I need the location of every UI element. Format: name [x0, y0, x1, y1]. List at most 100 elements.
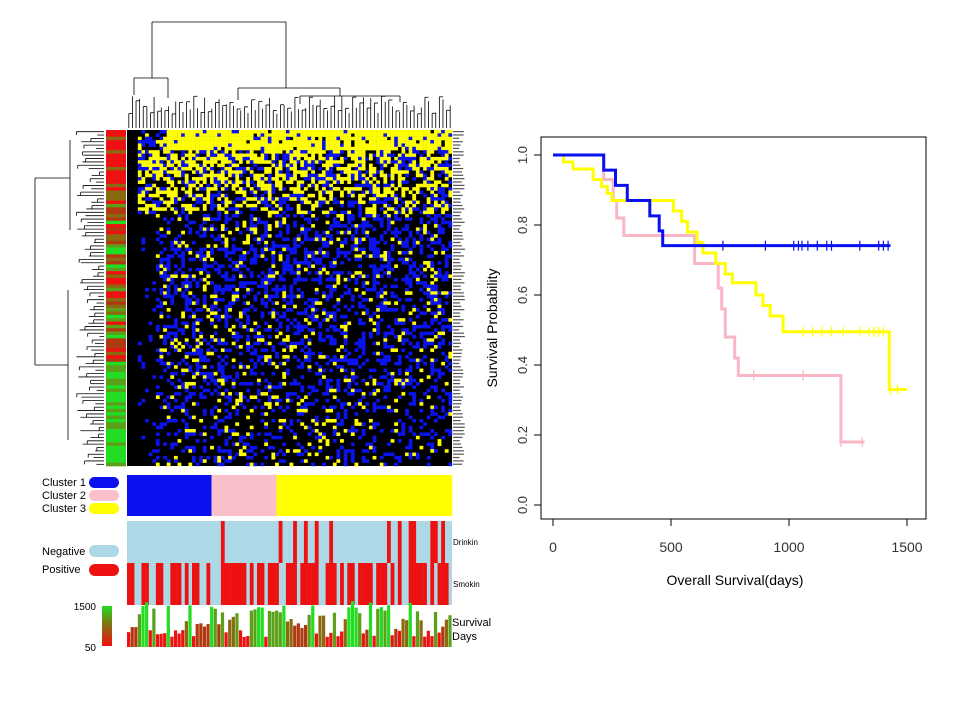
heatmap-cell [372, 203, 377, 208]
heatmap-cell [318, 445, 323, 450]
heatmap-cell [433, 133, 438, 137]
heatmap-cell [303, 261, 308, 265]
heatmap-cell [267, 180, 272, 184]
heatmap-cell [184, 190, 189, 195]
heatmap-cell [394, 455, 399, 460]
heatmap-cell [448, 224, 453, 228]
heatmap-cell [423, 355, 427, 359]
heatmap-cell [419, 234, 424, 238]
row-annotation-cell [106, 133, 126, 138]
heatmap-cell [238, 170, 243, 174]
heatmap-cell [145, 166, 149, 171]
heatmap-cell [361, 224, 366, 228]
heatmap-cell [441, 170, 445, 174]
heatmap-cell [441, 210, 445, 215]
heatmap-cell [199, 355, 204, 359]
heatmap-cell [152, 449, 157, 453]
heatmap-cell [271, 210, 276, 215]
heatmap-cell [220, 156, 225, 161]
heatmap-cell [419, 331, 424, 336]
survival-days-bar [289, 619, 293, 647]
heatmap-cell [379, 308, 384, 312]
heatmap-cell [213, 405, 218, 410]
survival-days-bar [444, 619, 448, 647]
heatmap-cell [192, 203, 196, 208]
heatmap-cell [314, 160, 319, 164]
row-label [453, 423, 465, 425]
heatmap-cell [238, 398, 243, 403]
heatmap-cell [361, 338, 366, 342]
heatmap-cell [332, 358, 337, 363]
heatmap-cell [332, 140, 337, 144]
heatmap-cell [181, 210, 185, 215]
heatmap-cell [296, 365, 301, 369]
km-y-tick-label: 1.0 [515, 146, 530, 164]
heatmap-cell [372, 425, 377, 430]
heatmap-cell [220, 224, 225, 228]
heatmap-cell [441, 203, 445, 208]
heatmap-cell [325, 166, 330, 171]
heatmap-cell [437, 203, 442, 208]
heatmap-cell [166, 140, 171, 144]
heatmap-cell [415, 382, 420, 386]
heatmap-cell [249, 328, 254, 332]
heatmap-cell [195, 402, 200, 406]
heatmap-cell [329, 324, 334, 329]
heatmap-cell [426, 150, 431, 154]
heatmap-cell [405, 203, 409, 208]
heatmap-cell [336, 358, 341, 363]
heatmap-cell [329, 294, 334, 299]
heatmap-cell [376, 398, 380, 403]
heatmap-cell [278, 146, 283, 151]
heatmap-cell [383, 331, 388, 336]
heatmap-cell [249, 156, 254, 161]
heatmap-cell [257, 200, 261, 205]
heatmap-cell [249, 304, 254, 309]
heatmap-cell [394, 334, 399, 339]
heatmap-cell [235, 412, 240, 416]
heatmap-cell [188, 365, 193, 369]
heatmap-cell [343, 331, 348, 336]
heatmap-cell [415, 146, 420, 151]
heatmap-cell [361, 395, 366, 399]
heatmap-cell [419, 153, 424, 158]
heatmap-cell [350, 358, 355, 363]
heatmap-cell [441, 388, 445, 393]
heatmap-cell [361, 153, 366, 158]
heatmap-cell [383, 358, 388, 363]
heatmap-cell [430, 261, 435, 265]
heatmap-cell [159, 250, 164, 255]
heatmap-cell [397, 439, 402, 443]
heatmap-cell [289, 267, 294, 272]
heatmap-cell [260, 412, 265, 416]
row-label [453, 141, 463, 143]
heatmap-cell [372, 173, 377, 178]
heatmap-cell [145, 287, 149, 292]
survival-days-bar [423, 636, 427, 647]
heatmap-cell [448, 173, 453, 178]
heatmap-cell [408, 143, 413, 147]
heatmap-cell [358, 321, 362, 326]
survival-days-bar [155, 634, 160, 647]
heatmap-cell [238, 435, 243, 440]
heatmap-cell [423, 230, 427, 235]
heatmap-cell [213, 298, 218, 302]
heatmap-cell [293, 304, 297, 309]
heatmap-cell [249, 247, 254, 252]
heatmap-cell [141, 200, 146, 205]
heatmap-cell [397, 170, 402, 174]
row-annotation-cell [106, 140, 126, 144]
heatmap-cell [340, 314, 344, 319]
heatmap-cell [253, 130, 258, 134]
heatmap-cell [332, 136, 337, 141]
heatmap-cell [332, 314, 337, 319]
heatmap-cell [253, 190, 258, 195]
heatmap-cell [181, 166, 185, 171]
km-y-axis-title: Survival Probability [484, 268, 500, 387]
heatmap-cell [264, 321, 269, 326]
heatmap-cell [184, 203, 189, 208]
heatmap-cell [173, 143, 178, 147]
heatmap-cell [260, 183, 265, 188]
heatmap-cell [379, 304, 384, 309]
heatmap-cell [423, 224, 427, 228]
